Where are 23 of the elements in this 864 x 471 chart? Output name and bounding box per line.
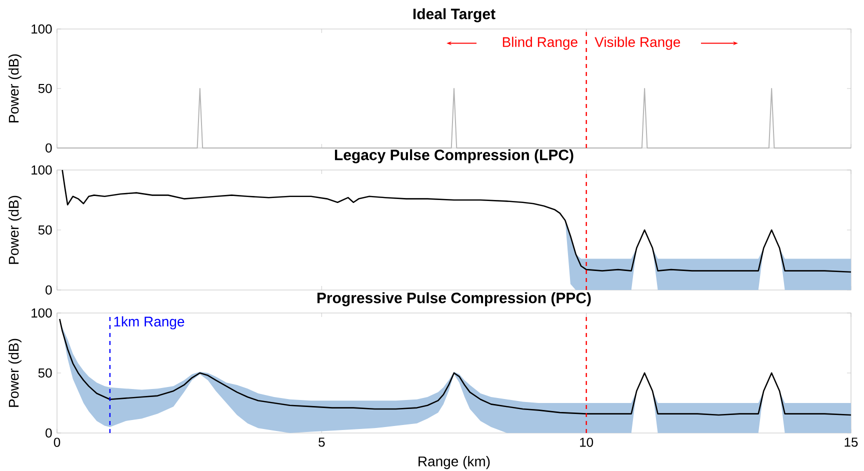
y-tick-label: 50: [38, 225, 52, 235]
chart-title: Ideal Target: [413, 8, 496, 22]
y-axis-title: Power (dB): [8, 196, 22, 264]
x-tick-label: 5: [318, 438, 325, 447]
y-tick-label: 0: [46, 428, 52, 438]
chart-title: Progressive Pulse Compression (PPC): [317, 292, 591, 306]
x-axis-title: Range (km): [418, 456, 490, 470]
x-tick-label: 15: [844, 438, 858, 447]
x-tick-label: 10: [580, 438, 594, 447]
y-axis-title: Power (dB): [8, 338, 22, 407]
annotation: Blind Range: [502, 36, 578, 50]
y-tick-label: 100: [32, 308, 52, 318]
y-tick-label: 100: [32, 24, 52, 34]
y-tick-label: 0: [46, 285, 52, 295]
x-tick-label: 0: [54, 438, 60, 447]
y-tick-label: 100: [32, 165, 52, 175]
y-tick-label: 50: [38, 84, 52, 94]
annotation: Visible Range: [594, 36, 680, 50]
y-tick-label: 50: [38, 368, 52, 378]
y-axis-title: Power (dB): [8, 54, 22, 122]
ref-line-label: 1km Range: [114, 316, 184, 330]
y-tick-label: 0: [46, 143, 52, 153]
chart-title: Legacy Pulse Compression (LPC): [334, 149, 574, 164]
